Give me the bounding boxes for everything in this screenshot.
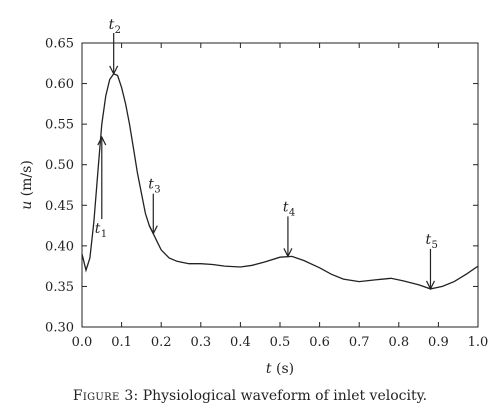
x-tick-label: 0.4 xyxy=(230,335,251,350)
y-tick-label: 0.65 xyxy=(45,37,74,52)
x-tick-label: 0.9 xyxy=(428,335,449,350)
figure-caption: Figure 3: Physiological waveform of inle… xyxy=(0,388,500,404)
y-axis-label: u (m/s) xyxy=(19,160,35,210)
x-tick-label: 1.0 xyxy=(468,335,489,350)
x-tick-label: 0.1 xyxy=(111,335,132,350)
annotation-arrowhead xyxy=(148,225,158,236)
annotation-label-t5: t xyxy=(425,232,431,248)
annotation-label-t3: t xyxy=(148,177,154,193)
y-tick-label: 0.55 xyxy=(45,118,74,133)
tick-labels: 0.0 0.1 0.2 0.3 0.4 0.5 0.6 0.7 0.8 0.9 1.0 0.30 0.3… xyxy=(45,37,488,351)
annotation-subscript-2: 2 xyxy=(115,25,121,36)
annotation-arrowhead xyxy=(283,248,293,258)
x-tick-label: 0.5 xyxy=(270,335,291,350)
x-tick-label: 0.8 xyxy=(388,335,409,350)
y-tick-label: 0.60 xyxy=(45,77,74,92)
x-tick-label: 0.0 xyxy=(72,335,93,350)
annotation-label-t1: t xyxy=(95,221,101,237)
y-tick-label: 0.30 xyxy=(45,321,74,336)
annotation-subscript-3: 3 xyxy=(154,185,160,196)
line-chart: 0.0 0.1 0.2 0.3 0.4 0.5 0.6 0.7 0.8 0.9 1.0 0.30 0.3… xyxy=(19,17,488,377)
x-tick-label: 0.6 xyxy=(309,335,330,350)
annotation-arrowhead xyxy=(109,65,119,76)
axis-ticks xyxy=(81,42,479,328)
x-axis-variable: t xyxy=(266,361,272,377)
annotation-subscript-1: 1 xyxy=(101,229,107,240)
x-tick-label: 0.2 xyxy=(151,335,172,350)
annotation-subscript-5: 5 xyxy=(431,240,437,251)
y-axis-variable: u xyxy=(19,201,35,210)
y-tick-label: 0.40 xyxy=(45,239,74,254)
y-tick-label: 0.50 xyxy=(45,158,74,173)
x-axis-label: t (s) xyxy=(266,361,294,377)
x-axis-unit: (s) xyxy=(276,361,294,377)
y-axis-unit: (m/s) xyxy=(19,160,35,196)
figure-caption-text: : Physiological waveform of inlet veloci… xyxy=(133,388,428,404)
annotation-arrowhead xyxy=(97,135,107,146)
annotation-label-t4: t xyxy=(283,199,289,215)
y-tick-label: 0.45 xyxy=(45,199,74,214)
x-tick-label: 0.3 xyxy=(190,335,211,350)
x-tick-label: 0.7 xyxy=(349,335,370,350)
velocity-series-line xyxy=(81,72,479,290)
annotation-label-t2: t xyxy=(109,17,115,33)
annotation-arrowhead xyxy=(425,280,436,291)
figure-caption-label: Figure 3 xyxy=(72,388,134,404)
annotation-subscript-4: 4 xyxy=(289,207,295,218)
y-tick-label: 0.35 xyxy=(45,280,74,295)
time-annotations: t 1t 2t 3t 4t 5 xyxy=(95,17,438,291)
